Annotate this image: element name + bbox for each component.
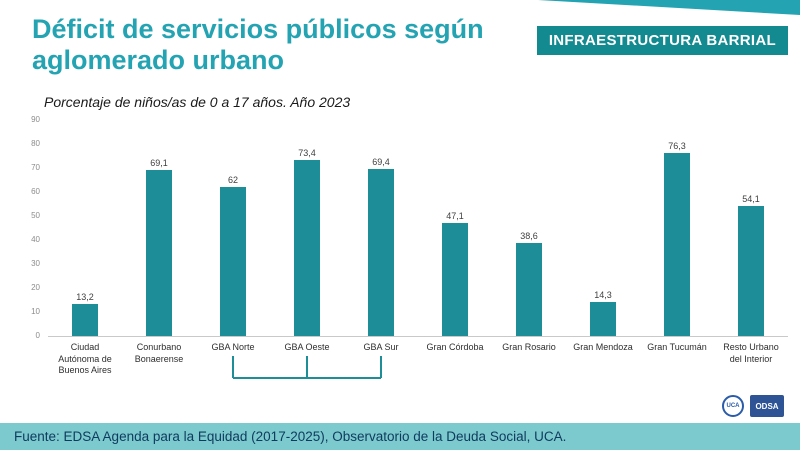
x-axis-labels: Ciudad Autónoma de Buenos Aires Conurbano… <box>48 337 788 377</box>
x-axis-label: Gran Mendoza <box>573 342 633 352</box>
logo-group: UCA ODSA <box>722 395 784 417</box>
plot-area: 13,2 69,1 62 73,4 69,4 47,1 38,6 14,3 76,3 54,1 <box>48 120 788 337</box>
y-tick-label: 30 <box>31 259 40 268</box>
source-text: Fuente: EDSA Agenda para la Equidad (201… <box>14 429 567 444</box>
x-axis-label: Gran Tucumán <box>647 342 707 352</box>
y-tick-label: 0 <box>35 331 40 340</box>
section-badge: INFRAESTRUCTURA BARRIAL <box>536 26 788 55</box>
corner-accent-shape <box>538 0 800 15</box>
odsa-logo: ODSA <box>750 395 784 417</box>
x-axis-label: GBA Norte <box>211 342 255 352</box>
bar-column: 73,4 <box>270 148 344 336</box>
bar-column: 76,3 <box>640 141 714 336</box>
y-tick-label: 40 <box>31 235 40 244</box>
x-axis-label: Conurbano Bonaerense <box>134 342 184 364</box>
bar <box>516 243 542 336</box>
bar-value-label: 76,3 <box>668 140 686 151</box>
bar-chart: 0 10 20 30 40 50 60 70 80 90 13,2 69,1 62 73,4 69,4 47… <box>12 115 788 379</box>
bar-column: 38,6 <box>492 231 566 336</box>
y-tick-label: 20 <box>31 283 40 292</box>
y-tick-label: 10 <box>31 307 40 316</box>
bar <box>220 187 246 336</box>
y-tick-label: 80 <box>31 139 40 148</box>
bar-column: 13,2 <box>48 292 122 336</box>
y-tick-label: 60 <box>31 187 40 196</box>
source-footer: Fuente: EDSA Agenda para la Equidad (201… <box>0 423 800 450</box>
x-axis-label: Resto Urbano del Interior <box>723 342 779 364</box>
bar-value-label: 62 <box>227 175 238 186</box>
bar <box>442 222 468 336</box>
bar <box>146 170 172 336</box>
bar-value-label: 73,4 <box>298 147 316 158</box>
bar-value-label: 54,1 <box>742 194 760 205</box>
bar-column: 69,1 <box>122 158 196 336</box>
bar <box>664 152 690 336</box>
x-axis-label: GBA Sur <box>363 342 399 352</box>
bar-column: 62 <box>196 175 270 336</box>
bar-value-label: 14,3 <box>594 289 612 300</box>
bar-value-label: 13,2 <box>76 292 94 303</box>
bar-value-label: 38,6 <box>520 231 538 242</box>
y-tick-label: 90 <box>31 115 40 124</box>
y-axis: 0 10 20 30 40 50 60 70 80 90 <box>12 115 48 340</box>
bar-column: 69,4 <box>344 157 418 336</box>
x-axis: Ciudad Autónoma de Buenos Aires Conurbano… <box>12 337 788 377</box>
x-axis-label: GBA Oeste <box>284 342 330 352</box>
bar <box>738 206 764 336</box>
plot-row: 0 10 20 30 40 50 60 70 80 90 13,2 69,1 62 73,4 69,4 47… <box>12 115 788 340</box>
bar-value-label: 69,4 <box>372 157 390 168</box>
bar-column: 47,1 <box>418 211 492 336</box>
bar-value-label: 69,1 <box>150 158 168 169</box>
x-axis-label: Gran Rosario <box>502 342 556 352</box>
bar <box>294 159 320 336</box>
bar-column: 54,1 <box>714 194 788 336</box>
bar <box>368 169 394 336</box>
bar <box>72 304 98 336</box>
bar-column: 14,3 <box>566 290 640 336</box>
page-title: Déficit de servicios públicos según aglo… <box>32 14 484 76</box>
y-tick-label: 70 <box>31 163 40 172</box>
chart-subtitle: Porcentaje de niños/as de 0 a 17 años. A… <box>44 94 351 110</box>
x-axis-label: Ciudad Autónoma de Buenos Aires <box>58 342 112 376</box>
y-tick-label: 50 <box>31 211 40 220</box>
uca-logo: UCA <box>722 395 744 417</box>
bar <box>590 301 616 336</box>
bar-value-label: 47,1 <box>446 210 464 221</box>
x-axis-label: Gran Córdoba <box>426 342 484 352</box>
axis-spacer <box>12 337 48 377</box>
